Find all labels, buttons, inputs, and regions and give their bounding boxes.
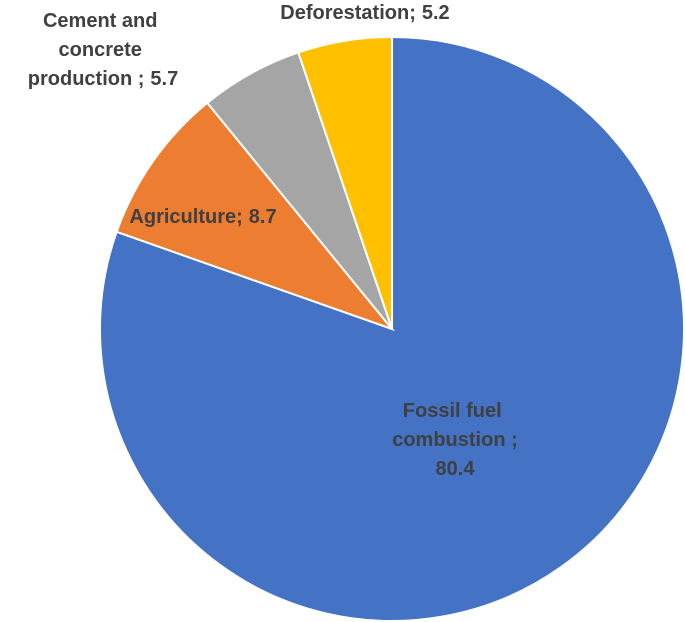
pie-slice (115, 101, 396, 332)
label-value: 80.4 (436, 458, 476, 480)
pie-slice (297, 35, 393, 330)
data-label: Cement and concrete production ; 5.7 (28, 10, 178, 90)
label-value: 5.7 (150, 68, 178, 90)
label-line: concrete (59, 39, 148, 61)
label-line: combustion ; (392, 429, 518, 451)
label-category: Fossil fuel combustion ; (392, 400, 518, 451)
label-category: Deforestation; (280, 2, 416, 24)
label-value: 5.2 (422, 2, 450, 24)
label-line: production ; (28, 68, 145, 90)
label-line: Agriculture; (129, 206, 242, 228)
data-label: Deforestation; 5.2 (280, 2, 449, 24)
pie-slice (99, 35, 685, 622)
label-line: Cement and (43, 10, 163, 32)
data-label: Fossil fuel combustion ; 80.4 (392, 400, 518, 480)
label-line: Fossil fuel (403, 400, 507, 422)
data-label: Agriculture; 8.7 (129, 206, 276, 228)
label-value: 8.7 (249, 206, 277, 228)
label-category: Agriculture; (129, 206, 242, 228)
label-line: Deforestation; (280, 2, 416, 24)
label-category: Cement and concrete production ; (28, 10, 163, 90)
